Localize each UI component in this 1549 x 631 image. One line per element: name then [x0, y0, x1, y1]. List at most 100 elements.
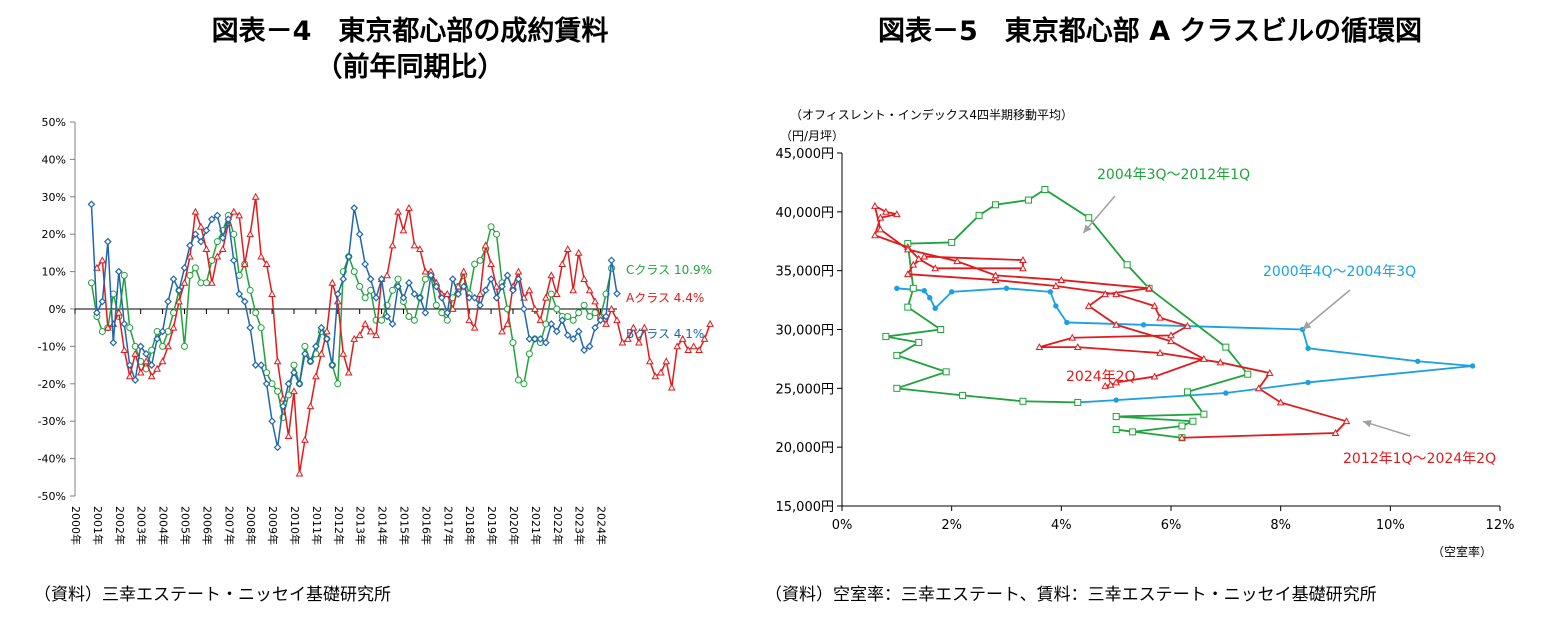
series-point — [103, 323, 112, 331]
series-point — [421, 275, 429, 283]
cycle-point — [920, 252, 929, 260]
series-point — [98, 256, 107, 264]
series-point — [525, 335, 534, 343]
series-point — [585, 286, 594, 294]
series-point — [169, 275, 178, 283]
cycle-point — [1057, 276, 1066, 283]
series-point — [410, 316, 418, 324]
series-point — [213, 252, 222, 260]
series-point — [481, 241, 490, 249]
series-point — [350, 334, 359, 342]
right-y-tick-label: 20,000円 — [776, 441, 835, 456]
cycle-line-1 — [885, 188, 1250, 439]
series-point — [656, 368, 665, 376]
series-point — [251, 361, 260, 369]
series-point — [213, 211, 222, 220]
left-x-tick-label: 2012年 — [332, 506, 346, 545]
cycle-point — [1074, 398, 1082, 406]
left-chart-title: 図表－4 東京都心部の成約賃料 （前年同期比） — [60, 14, 760, 86]
series-point — [312, 372, 320, 380]
series-point — [602, 312, 610, 321]
series-point — [372, 293, 380, 302]
series-point — [208, 215, 216, 224]
cycle-point — [1223, 390, 1229, 396]
series-point — [547, 320, 556, 328]
series-end-label: Aクラス 4.4% — [626, 291, 704, 305]
series-point — [355, 331, 364, 339]
series-point — [684, 346, 693, 354]
series-point — [109, 338, 118, 347]
series-point — [405, 278, 413, 287]
cycle-point — [1167, 337, 1175, 345]
series-point — [328, 361, 337, 369]
series-point — [388, 320, 397, 328]
series-point — [399, 293, 408, 302]
series-point — [197, 237, 205, 246]
series-point — [531, 335, 539, 343]
right-x-axis-label: （空室率） — [1432, 544, 1492, 559]
cycle-point — [921, 287, 927, 294]
series-point — [274, 387, 282, 395]
cycle-point — [1415, 358, 1421, 364]
series-point — [93, 308, 101, 317]
series-point — [246, 286, 254, 294]
series-point — [383, 271, 391, 279]
cycle-point — [1112, 378, 1121, 386]
series-point — [405, 203, 413, 211]
cycle-point — [1064, 319, 1070, 326]
series-point — [164, 297, 172, 306]
cycle-point — [1216, 358, 1225, 366]
cycle-point — [894, 285, 900, 292]
cycle-point — [1003, 285, 1010, 292]
series-point — [114, 308, 123, 316]
series-point — [361, 319, 370, 327]
series-point — [591, 323, 599, 332]
series-point — [563, 245, 572, 253]
series-point — [662, 357, 671, 365]
right-cycle-chart: （オフィスレント・インデックス4四半期移動平均） （円/月坪） 15,000円 20,… — [776, 107, 1515, 559]
series-point — [399, 226, 408, 234]
left-x-tick-label: 2023年 — [573, 506, 587, 545]
cycle-point — [1244, 370, 1252, 378]
series-point — [295, 379, 304, 388]
left-y-tick-label: 10% — [42, 266, 66, 279]
cycle-point — [991, 276, 1000, 283]
left-x-tick-label: 2014年 — [376, 506, 390, 545]
series-point — [268, 290, 276, 297]
cycle-point — [1156, 313, 1164, 321]
cycle-point — [1047, 289, 1054, 295]
series-point — [388, 241, 397, 249]
left-x-tick-label: 2005年 — [178, 506, 192, 545]
series-point — [136, 368, 145, 376]
series-point — [509, 339, 517, 347]
series-point — [624, 334, 632, 342]
left-x-tick-label: 2016年 — [419, 506, 433, 545]
left-x-tick-label: 2003年 — [135, 506, 149, 545]
series-point — [180, 278, 189, 286]
series-point — [164, 342, 172, 350]
series-point — [607, 304, 616, 312]
series-point — [454, 282, 463, 290]
left-x-tick-label: 2002年 — [113, 506, 127, 545]
series-point — [169, 323, 178, 331]
series-point — [322, 327, 331, 335]
series-point — [191, 207, 200, 215]
cycle-point — [1052, 281, 1060, 289]
cycle-point — [1254, 384, 1263, 392]
cycle-annotation: 2012年1Q～2024年2Q — [1343, 451, 1496, 467]
series-point — [284, 432, 293, 440]
left-x-tick-label: 2004年 — [157, 506, 171, 545]
series-point — [514, 275, 523, 283]
series-point — [410, 290, 419, 298]
series-point — [585, 342, 594, 351]
cycle-point — [893, 384, 901, 392]
series-point — [525, 286, 534, 294]
cycle-point — [931, 264, 940, 272]
left-y-tick-label: -10% — [38, 340, 66, 353]
cycle-point — [1112, 413, 1120, 421]
left-y-tick-label: -20% — [38, 378, 66, 391]
left-source-note: （資料）三幸エステート・ニッセイ基礎研究所 — [34, 585, 391, 605]
series-point — [421, 267, 430, 275]
series-point — [175, 286, 183, 295]
series-point — [476, 301, 484, 310]
